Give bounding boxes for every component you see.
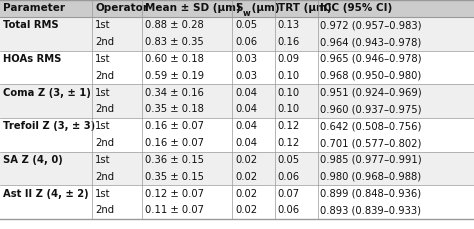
Text: 0.701 (0.577–0.802): 0.701 (0.577–0.802)	[320, 138, 422, 148]
Text: 0.951 (0.924–0.969): 0.951 (0.924–0.969)	[320, 88, 422, 98]
Text: 0.12 ± 0.07: 0.12 ± 0.07	[145, 189, 204, 199]
Text: Total RMS: Total RMS	[3, 20, 58, 30]
Text: 1st: 1st	[95, 54, 111, 64]
Text: 0.02: 0.02	[235, 205, 257, 215]
Text: Coma Z (3, ± 1): Coma Z (3, ± 1)	[3, 88, 91, 98]
Text: SA Z (4, 0): SA Z (4, 0)	[3, 155, 63, 165]
Bar	[0, 84, 474, 101]
Text: 0.980 (0.968–0.988): 0.980 (0.968–0.988)	[320, 172, 421, 182]
Text: 0.985 (0.977–0.991): 0.985 (0.977–0.991)	[320, 155, 422, 165]
Text: Operator: Operator	[95, 3, 148, 14]
Text: 0.11 ± 0.07: 0.11 ± 0.07	[145, 205, 204, 215]
Text: 2nd: 2nd	[95, 138, 114, 148]
Text: 0.36 ± 0.15: 0.36 ± 0.15	[145, 155, 204, 165]
Bar	[0, 17, 474, 34]
Text: 0.02: 0.02	[235, 155, 257, 165]
Text: TRT (µm): TRT (µm)	[278, 3, 331, 14]
Text: 0.04: 0.04	[235, 138, 257, 148]
Text: 0.04: 0.04	[235, 104, 257, 114]
Text: 0.02: 0.02	[235, 189, 257, 199]
Text: 0.05: 0.05	[278, 155, 300, 165]
Text: 0.02: 0.02	[235, 172, 257, 182]
Bar	[0, 185, 474, 202]
Text: 2nd: 2nd	[95, 71, 114, 81]
Text: Mean ± SD (µm): Mean ± SD (µm)	[145, 3, 241, 14]
Text: 0.59 ± 0.19: 0.59 ± 0.19	[145, 71, 204, 81]
Text: 1st: 1st	[95, 20, 111, 30]
Text: 0.03: 0.03	[235, 54, 257, 64]
Bar	[0, 202, 474, 219]
Text: 0.04: 0.04	[235, 88, 257, 98]
Text: 2nd: 2nd	[95, 205, 114, 215]
Text: 1st: 1st	[95, 121, 111, 131]
Text: 0.06: 0.06	[278, 172, 300, 182]
Text: 0.03: 0.03	[235, 71, 257, 81]
Text: Parameter: Parameter	[3, 3, 65, 14]
Text: 0.88 ± 0.28: 0.88 ± 0.28	[145, 20, 204, 30]
Text: 0.34 ± 0.16: 0.34 ± 0.16	[145, 88, 204, 98]
Bar	[0, 135, 474, 152]
Text: 0.10: 0.10	[278, 71, 300, 81]
Text: 0.16: 0.16	[278, 37, 300, 47]
Text: 0.05: 0.05	[235, 20, 257, 30]
Text: 1st: 1st	[95, 88, 111, 98]
Text: 0.12: 0.12	[278, 121, 300, 131]
Text: 1st: 1st	[95, 155, 111, 165]
Text: 2nd: 2nd	[95, 172, 114, 182]
Text: 0.60 ± 0.18: 0.60 ± 0.18	[145, 54, 204, 64]
Bar	[0, 67, 474, 84]
Text: 0.13: 0.13	[278, 20, 300, 30]
Text: Ast II Z (4, ± 2): Ast II Z (4, ± 2)	[3, 189, 89, 199]
Text: 0.972 (0.957–0.983): 0.972 (0.957–0.983)	[320, 20, 422, 30]
Text: 2nd: 2nd	[95, 104, 114, 114]
Text: 0.893 (0.839–0.933): 0.893 (0.839–0.933)	[320, 205, 421, 215]
Text: (µm): (µm)	[248, 3, 280, 14]
Bar	[0, 168, 474, 185]
Bar	[0, 152, 474, 168]
Text: Trefoil Z (3, ± 3): Trefoil Z (3, ± 3)	[3, 121, 95, 131]
Text: 0.06: 0.06	[235, 37, 257, 47]
Bar	[0, 101, 474, 118]
Bar	[0, 0, 474, 17]
Text: 0.06: 0.06	[278, 205, 300, 215]
Text: w: w	[243, 9, 250, 18]
Text: 0.16 ± 0.07: 0.16 ± 0.07	[145, 121, 204, 131]
Text: 0.35 ± 0.15: 0.35 ± 0.15	[145, 172, 204, 182]
Text: 0.16 ± 0.07: 0.16 ± 0.07	[145, 138, 204, 148]
Text: 0.35 ± 0.18: 0.35 ± 0.18	[145, 104, 204, 114]
Text: 0.07: 0.07	[278, 189, 300, 199]
Bar	[0, 51, 474, 67]
Text: 0.10: 0.10	[278, 104, 300, 114]
Text: 2nd: 2nd	[95, 37, 114, 47]
Text: 0.10: 0.10	[278, 88, 300, 98]
Text: 0.899 (0.848–0.936): 0.899 (0.848–0.936)	[320, 189, 421, 199]
Text: 0.12: 0.12	[278, 138, 300, 148]
Text: 0.04: 0.04	[235, 121, 257, 131]
Text: 0.964 (0.943–0.978): 0.964 (0.943–0.978)	[320, 37, 422, 47]
Text: 0.965 (0.946–0.978): 0.965 (0.946–0.978)	[320, 54, 422, 64]
Text: ICC (95% CI): ICC (95% CI)	[320, 3, 392, 14]
Text: 0.968 (0.950–0.980): 0.968 (0.950–0.980)	[320, 71, 422, 81]
Text: 0.09: 0.09	[278, 54, 300, 64]
Text: 1st: 1st	[95, 189, 111, 199]
Bar	[0, 34, 474, 51]
Text: 0.83 ± 0.35: 0.83 ± 0.35	[145, 37, 204, 47]
Bar	[0, 118, 474, 135]
Text: HOAs RMS: HOAs RMS	[3, 54, 61, 64]
Text: S: S	[235, 3, 243, 14]
Text: 0.960 (0.937–0.975): 0.960 (0.937–0.975)	[320, 104, 422, 114]
Text: 0.642 (0.508–0.756): 0.642 (0.508–0.756)	[320, 121, 422, 131]
